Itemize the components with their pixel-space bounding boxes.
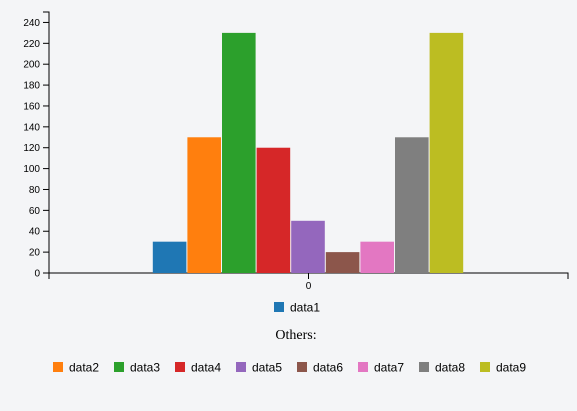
legend-item-data2[interactable]: data2 — [53, 361, 99, 375]
others-legend-title: Others: — [275, 328, 316, 343]
bar-data4[interactable] — [256, 147, 291, 273]
y-tick-label: 200 — [23, 60, 40, 71]
legend-label: data6 — [313, 361, 343, 375]
y-tick-label: 220 — [23, 39, 40, 50]
bar-data2[interactable] — [187, 137, 221, 273]
legend-item-data7[interactable]: data7 — [358, 361, 404, 375]
y-tick: 240 — [23, 18, 49, 29]
bar-data3[interactable] — [222, 32, 256, 273]
y-tick: 160 — [23, 101, 49, 112]
y-axis-line — [43, 11, 50, 274]
legend-item-data6[interactable]: data6 — [297, 361, 343, 375]
y-tick: 180 — [23, 81, 49, 92]
y-tick: 60 — [29, 206, 49, 217]
legend-swatch — [480, 362, 490, 372]
y-tick-label: 100 — [23, 164, 40, 175]
y-tick-label: 240 — [23, 18, 40, 29]
y-tick: 100 — [23, 164, 49, 175]
legend-item-data8[interactable]: data8 — [419, 361, 465, 375]
legend-item-data4[interactable]: data4 — [175, 361, 221, 375]
y-tick-label: 180 — [23, 81, 40, 92]
y-tick-label: 0 — [34, 269, 40, 280]
legend-item-data1[interactable]: data1 — [274, 301, 320, 315]
y-tick: 20 — [29, 248, 49, 259]
y-tick-label: 160 — [23, 101, 40, 112]
bar-data8[interactable] — [395, 137, 429, 273]
y-tick-label: 80 — [29, 185, 41, 196]
bar-data6[interactable] — [325, 252, 360, 273]
x-tick-label: 0 — [306, 281, 312, 292]
legend-label: data8 — [435, 361, 465, 375]
y-tick-label: 120 — [23, 143, 40, 154]
y-tick: 220 — [23, 39, 49, 50]
legend-item-data9[interactable]: data9 — [480, 361, 526, 375]
legend-swatch — [175, 362, 185, 372]
legend-swatch — [53, 362, 63, 372]
bar-data7[interactable] — [360, 241, 394, 273]
y-axis: 0 20 40 60 80 100 120 140 160 180 200 220 240 — [23, 11, 50, 280]
y-tick: 120 — [23, 143, 49, 154]
y-tick-label: 40 — [29, 227, 41, 238]
y-tick: 80 — [29, 185, 49, 196]
y-tick-label: 140 — [23, 122, 40, 133]
y-tick: 200 — [23, 60, 49, 71]
legend-swatch — [274, 302, 284, 312]
bars — [152, 32, 464, 273]
y-tick: 140 — [23, 122, 49, 133]
legend-swatch — [419, 362, 429, 372]
legend-swatch — [358, 362, 368, 372]
bar-data5[interactable] — [291, 220, 325, 273]
y-tick: 40 — [29, 227, 49, 238]
legend-label: data3 — [130, 361, 160, 375]
bar-data1[interactable] — [152, 241, 187, 273]
y-tick-label: 20 — [29, 248, 41, 259]
legend-swatch — [297, 362, 307, 372]
legend-label: data4 — [191, 361, 221, 375]
legend-swatch — [114, 362, 124, 372]
legend-item-data3[interactable]: data3 — [114, 361, 160, 375]
x-tick: 0 — [306, 273, 312, 292]
legend-label: data1 — [290, 301, 320, 315]
legend-label: data9 — [496, 361, 526, 375]
x-axis: 0 — [48, 272, 569, 292]
legend-label: data2 — [69, 361, 99, 375]
bar-data9[interactable] — [429, 32, 464, 273]
y-tick-label: 60 — [29, 206, 41, 217]
legend-label: data5 — [252, 361, 282, 375]
legend-swatch — [236, 362, 246, 372]
y-tick: 0 — [34, 269, 49, 280]
legend-item-data5[interactable]: data5 — [236, 361, 282, 375]
legend-label: data7 — [374, 361, 404, 375]
legend-primary: data1 — [274, 301, 320, 315]
legend-others: data2 data3 data4 data5 data6 data7 data8 data9 — [53, 361, 526, 375]
